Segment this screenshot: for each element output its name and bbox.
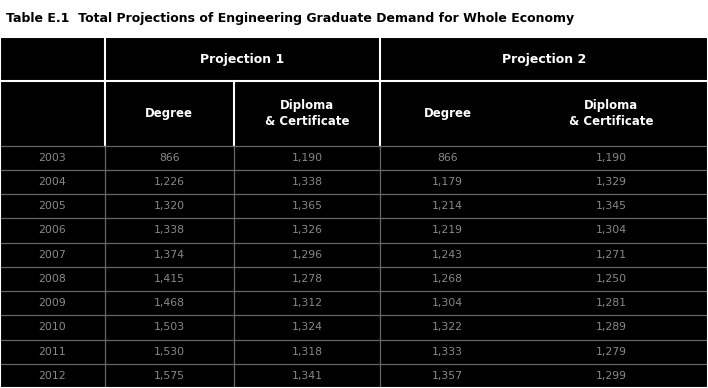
Text: 2009: 2009 bbox=[38, 298, 67, 308]
Bar bbox=[0, 291, 708, 315]
Text: 1,179: 1,179 bbox=[432, 177, 463, 187]
Text: 1,190: 1,190 bbox=[596, 152, 627, 163]
Text: 866: 866 bbox=[159, 152, 180, 163]
Text: Diploma
& Certificate: Diploma & Certificate bbox=[265, 99, 349, 128]
Text: Degree: Degree bbox=[145, 107, 193, 120]
Bar bbox=[0, 194, 708, 218]
Bar bbox=[0, 146, 708, 170]
Bar bbox=[0, 218, 708, 242]
Text: 1,503: 1,503 bbox=[154, 322, 185, 333]
Text: 1,415: 1,415 bbox=[154, 274, 185, 284]
Text: 1,324: 1,324 bbox=[292, 322, 322, 333]
Text: 1,333: 1,333 bbox=[432, 346, 463, 357]
Text: 1,250: 1,250 bbox=[596, 274, 627, 284]
Text: Projection 2: Projection 2 bbox=[502, 53, 586, 66]
Text: 1,341: 1,341 bbox=[292, 371, 322, 381]
Text: 1,318: 1,318 bbox=[292, 346, 322, 357]
Text: 866: 866 bbox=[437, 152, 458, 163]
Text: 2003: 2003 bbox=[38, 152, 67, 163]
Text: 1,243: 1,243 bbox=[432, 249, 463, 260]
Text: 1,468: 1,468 bbox=[154, 298, 185, 308]
Text: 1,214: 1,214 bbox=[432, 201, 463, 211]
Text: 1,304: 1,304 bbox=[596, 225, 627, 236]
Text: 1,296: 1,296 bbox=[292, 249, 322, 260]
Text: 1,326: 1,326 bbox=[292, 225, 322, 236]
Bar bbox=[0, 340, 708, 364]
Bar bbox=[0, 81, 708, 146]
Bar bbox=[0, 364, 708, 388]
Text: Projection 1: Projection 1 bbox=[200, 53, 285, 66]
Bar bbox=[0, 0, 708, 37]
Text: 1,322: 1,322 bbox=[432, 322, 463, 333]
Text: 1,338: 1,338 bbox=[154, 225, 185, 236]
Text: 1,278: 1,278 bbox=[292, 274, 322, 284]
Bar bbox=[0, 242, 708, 267]
Text: 1,374: 1,374 bbox=[154, 249, 185, 260]
Text: 1,190: 1,190 bbox=[292, 152, 322, 163]
Text: 1,530: 1,530 bbox=[154, 346, 185, 357]
Bar bbox=[0, 37, 708, 81]
Text: 2012: 2012 bbox=[38, 371, 67, 381]
Text: 1,329: 1,329 bbox=[596, 177, 627, 187]
Bar bbox=[0, 267, 708, 291]
Text: 1,320: 1,320 bbox=[154, 201, 185, 211]
Text: 2010: 2010 bbox=[38, 322, 67, 333]
Text: 2006: 2006 bbox=[38, 225, 67, 236]
Text: 1,289: 1,289 bbox=[596, 322, 627, 333]
Text: 1,226: 1,226 bbox=[154, 177, 185, 187]
Text: 1,219: 1,219 bbox=[432, 225, 463, 236]
Text: 1,338: 1,338 bbox=[292, 177, 322, 187]
Text: 1,575: 1,575 bbox=[154, 371, 185, 381]
Text: 1,345: 1,345 bbox=[596, 201, 627, 211]
Text: Degree: Degree bbox=[423, 107, 472, 120]
Text: 1,271: 1,271 bbox=[596, 249, 627, 260]
Text: 1,299: 1,299 bbox=[596, 371, 627, 381]
Text: 1,312: 1,312 bbox=[292, 298, 322, 308]
Text: 2011: 2011 bbox=[38, 346, 67, 357]
Text: 2005: 2005 bbox=[38, 201, 67, 211]
Text: Table E.1  Total Projections of Engineering Graduate Demand for Whole Economy: Table E.1 Total Projections of Engineeri… bbox=[6, 12, 573, 25]
Text: 2007: 2007 bbox=[38, 249, 67, 260]
Text: 1,279: 1,279 bbox=[596, 346, 627, 357]
Text: 2008: 2008 bbox=[38, 274, 67, 284]
Bar bbox=[0, 315, 708, 340]
Text: 1,365: 1,365 bbox=[292, 201, 322, 211]
Text: Diploma
& Certificate: Diploma & Certificate bbox=[569, 99, 653, 128]
Text: 1,357: 1,357 bbox=[432, 371, 463, 381]
Text: 1,268: 1,268 bbox=[432, 274, 463, 284]
Bar bbox=[0, 170, 708, 194]
Text: 1,304: 1,304 bbox=[432, 298, 463, 308]
Text: 2004: 2004 bbox=[38, 177, 67, 187]
Text: 1,281: 1,281 bbox=[596, 298, 627, 308]
